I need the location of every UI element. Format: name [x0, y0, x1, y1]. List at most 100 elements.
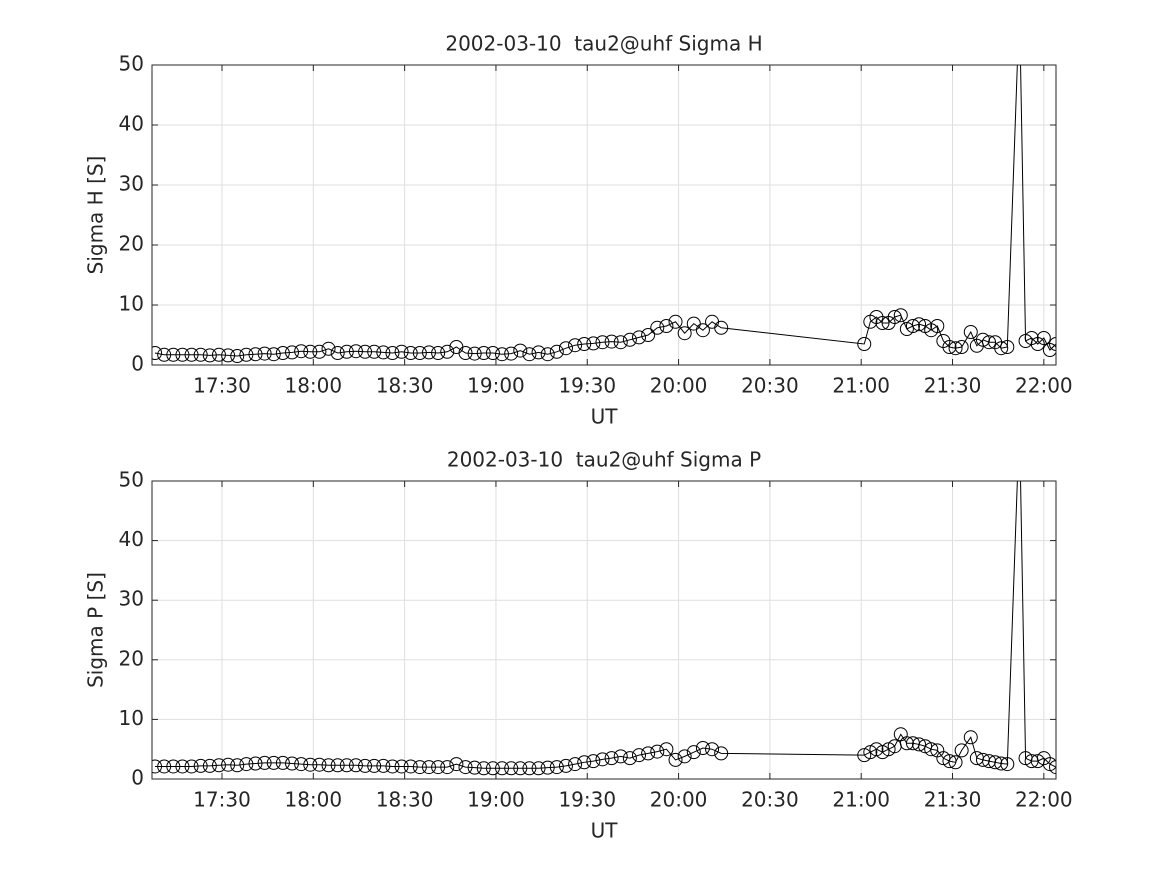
- data-point: [1036, 331, 1051, 345]
- data-point: [230, 758, 245, 773]
- data-point: [948, 755, 963, 770]
- data-point: [513, 761, 528, 776]
- data-point: [294, 757, 309, 772]
- data-point: [695, 741, 710, 756]
- data-point: [613, 335, 628, 350]
- data-point: [513, 343, 528, 358]
- x-tick-label: 19:00: [467, 788, 525, 812]
- x-tick-label: 18:00: [284, 788, 342, 812]
- data-point: [152, 346, 163, 360]
- y-tick-label: 50: [119, 468, 144, 492]
- x-tick-label: 19:30: [558, 374, 616, 398]
- data-point: [367, 344, 382, 359]
- data-point: [558, 758, 573, 773]
- data-point: [312, 344, 327, 359]
- data-point: [622, 332, 637, 347]
- data-point: [1042, 757, 1056, 772]
- data-point: [632, 330, 647, 345]
- data-point: [504, 761, 519, 776]
- data-point: [440, 344, 455, 359]
- data-point: [522, 761, 537, 776]
- data-point: [714, 320, 729, 335]
- data-point: [339, 758, 354, 773]
- y-tick-label: 30: [119, 172, 144, 196]
- y-tick-label: 20: [119, 232, 144, 256]
- y-tick-label: 50: [119, 52, 144, 76]
- data-point: [476, 346, 491, 360]
- data-point: [924, 742, 939, 757]
- x-tick-label: 22:00: [1015, 788, 1073, 812]
- data-point: [905, 319, 920, 333]
- data-point: [604, 751, 619, 766]
- data-point: [705, 742, 720, 757]
- data-point: [875, 316, 890, 330]
- data-point: [1000, 757, 1015, 772]
- x-tick-label: 21:00: [832, 374, 890, 398]
- data-point: [275, 346, 290, 360]
- x-axis-label: UT: [591, 405, 619, 429]
- axes-box: [151, 64, 1057, 366]
- data-point: [394, 344, 409, 359]
- x-tick-label: 21:30: [924, 788, 982, 812]
- data-point: [942, 754, 957, 769]
- data-point: [686, 316, 701, 331]
- x-tick-label: 19:00: [467, 374, 525, 398]
- x-tick-label: 18:00: [284, 374, 342, 398]
- data-point: [595, 335, 610, 350]
- data-line: [154, 65, 1056, 357]
- x-tick-label: 17:30: [193, 374, 251, 398]
- data-point: [887, 310, 902, 324]
- data-point: [869, 742, 884, 757]
- data-point: [157, 347, 172, 362]
- data-point: [577, 755, 592, 770]
- data-point: [257, 346, 272, 361]
- data-point: [285, 756, 300, 771]
- data-point: [412, 346, 427, 360]
- data-point: [202, 758, 217, 773]
- data-point: [918, 739, 933, 754]
- data-point: [385, 346, 400, 360]
- data-point: [522, 347, 537, 362]
- data-point: [863, 745, 878, 760]
- chart-title: 2002-03-10 tau2@uhf Sigma H: [445, 32, 762, 56]
- data-point: [531, 345, 546, 360]
- data-point: [641, 746, 656, 761]
- data-point: [348, 758, 363, 773]
- y-tick-label: 0: [131, 766, 144, 790]
- data-point: [1049, 337, 1056, 351]
- x-tick-label: 18:30: [376, 788, 434, 812]
- data-point: [695, 323, 710, 338]
- data-point: [431, 346, 446, 360]
- data-point: [403, 346, 418, 360]
- data-point: [367, 758, 382, 773]
- data-point: [595, 752, 610, 767]
- data-point: [485, 761, 500, 776]
- data-point: [549, 344, 564, 359]
- data-point: [963, 325, 978, 339]
- data-point: [668, 752, 683, 767]
- data-point: [348, 344, 363, 359]
- data-point: [376, 345, 391, 360]
- data-point: [948, 341, 963, 356]
- x-tick-label: 19:30: [558, 788, 616, 812]
- data-point: [988, 755, 1003, 770]
- y-tick-label: 20: [119, 646, 144, 670]
- data-point: [211, 347, 226, 362]
- y-axis-label: Sigma P [S]: [84, 572, 108, 688]
- data-point: [303, 757, 318, 772]
- data-point: [650, 744, 665, 759]
- data-point: [431, 760, 446, 775]
- data-point: [549, 760, 564, 775]
- data-point: [403, 759, 418, 774]
- data-point: [394, 759, 409, 774]
- data-point: [982, 335, 997, 350]
- plot-area: [152, 65, 1056, 365]
- data-point: [677, 326, 692, 341]
- data-point: [622, 751, 637, 766]
- y-tick-label: 0: [131, 352, 144, 376]
- data-point: [495, 761, 510, 776]
- x-tick-label: 21:00: [832, 788, 890, 812]
- data-point: [677, 749, 692, 764]
